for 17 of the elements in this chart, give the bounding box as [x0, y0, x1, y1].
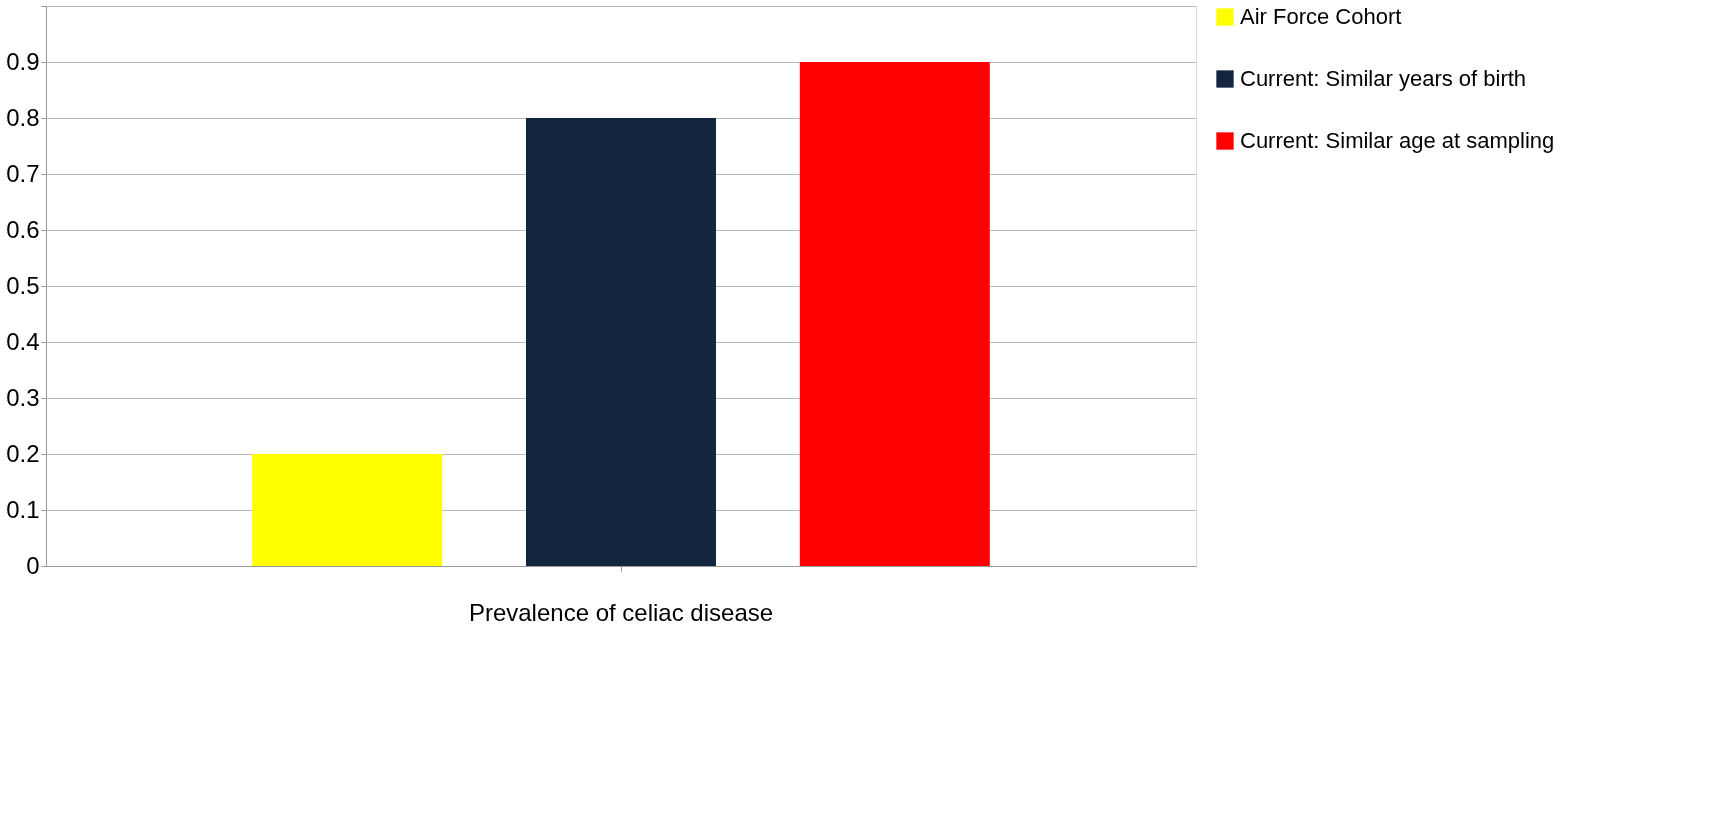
y-tick-label: 0.2 — [6, 439, 40, 467]
y-tick-label: 0 — [26, 551, 40, 579]
y-tick-label: 0.1 — [6, 495, 40, 523]
bar — [252, 454, 443, 566]
y-tick-label: 0.7 — [6, 159, 40, 187]
legend-label: Current: Similar age at sampling — [1240, 128, 1555, 153]
legend-label: Air Force Cohort — [1240, 4, 1402, 29]
legend-label: Current: Similar years of birth — [1240, 66, 1527, 91]
y-tick-label: 0.8 — [6, 103, 40, 131]
y-tick-label: 0.6 — [6, 215, 40, 243]
y-tick-label: 0.3 — [6, 383, 40, 411]
x-tick-label: Prevalence of celiac disease — [468, 598, 774, 626]
y-tick-label: 0.5 — [6, 271, 40, 299]
bar — [799, 62, 990, 566]
y-tick-label: 0.4 — [6, 327, 40, 355]
bar — [526, 118, 716, 566]
y-tick-label: 0.9 — [6, 47, 40, 75]
